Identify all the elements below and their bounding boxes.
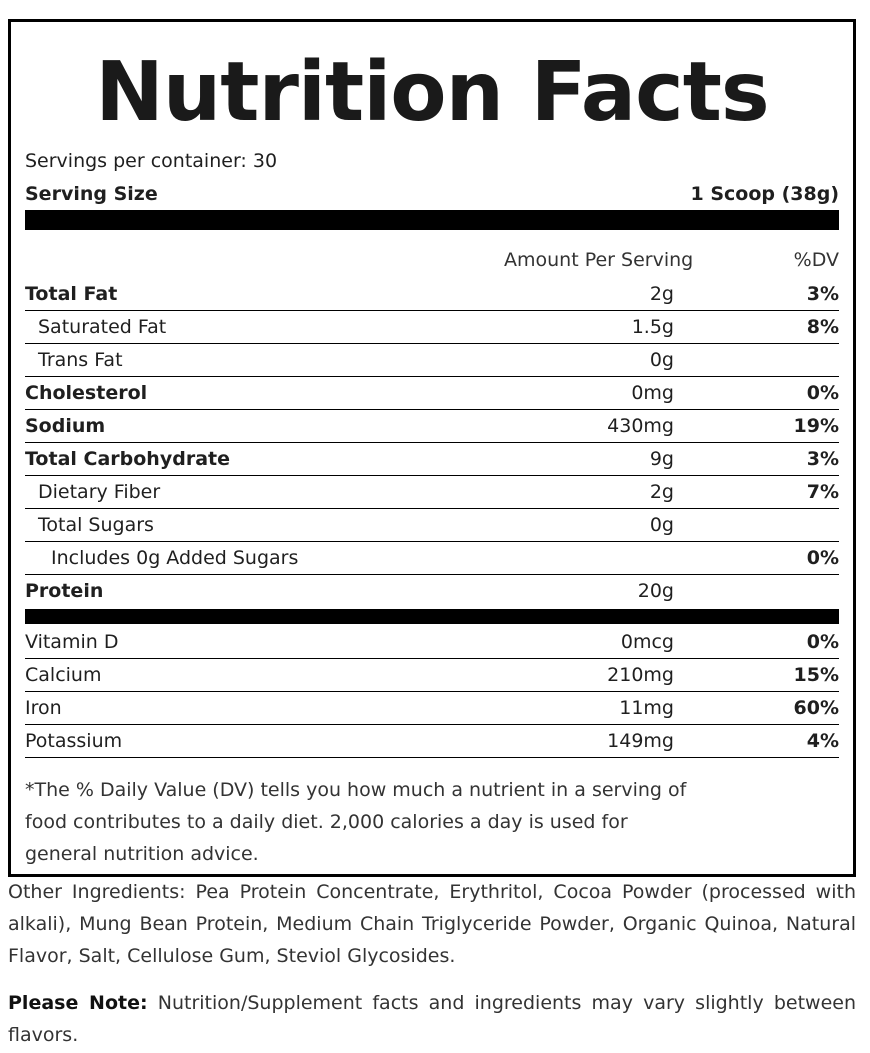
- nutrient-amount: 430mg: [607, 415, 674, 437]
- nutrient-name: Includes 0g Added Sugars: [51, 547, 299, 569]
- vitamin-dv: 15%: [793, 664, 839, 686]
- nutrient-amount: 0g: [649, 349, 674, 371]
- nutrient-name: Total Carbohydrate: [25, 448, 230, 470]
- nutrient-amount: 20g: [637, 580, 674, 602]
- vitamin-dv: 4%: [806, 730, 839, 752]
- nutrient-row: Cholesterol 0mg 0%: [25, 377, 839, 410]
- nutrient-amount: 2g: [649, 481, 674, 503]
- nutrition-facts-panel: Nutrition Facts Servings per container: …: [8, 19, 856, 877]
- nutrient-dv: 19%: [793, 415, 839, 437]
- daily-value-footnote: *The % Daily Value (DV) tells you how mu…: [25, 779, 687, 865]
- nutrient-dv: 7%: [806, 481, 839, 503]
- serving-size-label: Serving Size: [25, 183, 158, 205]
- nutrient-table: Total Fat 2g 3% Saturated Fat 1.5g 8% Tr…: [25, 278, 839, 607]
- nutrient-dv: 8%: [806, 316, 839, 338]
- nutrient-name: Cholesterol: [25, 382, 148, 404]
- nutrient-row: Dietary Fiber 2g 7%: [25, 476, 839, 509]
- nutrient-row: Saturated Fat 1.5g 8%: [25, 311, 839, 344]
- nutrient-name: Trans Fat: [38, 349, 123, 371]
- nutrient-name: Saturated Fat: [38, 316, 167, 338]
- nutrient-row: Trans Fat 0g: [25, 344, 839, 377]
- nutrient-name: Sodium: [25, 415, 106, 437]
- nutrient-row: Protein 20g: [25, 575, 839, 607]
- vitamin-row: Potassium 149mg 4%: [25, 725, 839, 758]
- nutrient-amount: 1.5g: [631, 316, 674, 338]
- nutrient-dv: 0%: [806, 382, 839, 404]
- nutrient-name: Dietary Fiber: [38, 481, 161, 503]
- amount-per-serving-header: Amount Per Serving: [504, 249, 694, 271]
- thick-divider-top: [25, 210, 839, 230]
- please-note: Please Note: Nutrition/Supplement facts …: [8, 987, 856, 1051]
- nutrient-name: Total Fat: [25, 283, 118, 305]
- vitamin-name: Calcium: [25, 664, 102, 686]
- nutrient-dv: 0%: [806, 547, 839, 569]
- vitamin-row: Vitamin D 0mcg 0%: [25, 626, 839, 659]
- vitamin-name: Iron: [25, 697, 62, 719]
- vitamin-row: Calcium 210mg 15%: [25, 659, 839, 692]
- nutrient-amount: 0mg: [631, 382, 674, 404]
- vitamin-amount: 149mg: [607, 730, 674, 752]
- please-note-label: Please Note:: [8, 992, 148, 1014]
- nutrient-row: Total Fat 2g 3%: [25, 278, 839, 311]
- other-ingredients: Other Ingredients: Pea Protein Concentra…: [8, 881, 856, 967]
- vitamin-name: Potassium: [25, 730, 123, 752]
- nutrient-name: Protein: [25, 580, 104, 602]
- thick-divider-middle: [25, 609, 839, 624]
- panel-title: Nutrition Facts: [95, 45, 769, 140]
- vitamin-row: Iron 11mg 60%: [25, 692, 839, 725]
- nutrient-amount: 0g: [649, 514, 674, 536]
- nutrient-dv: 3%: [806, 448, 839, 470]
- nutrient-amount: 9g: [649, 448, 674, 470]
- nutrient-name: Total Sugars: [38, 514, 154, 536]
- vitamin-amount: 210mg: [607, 664, 674, 686]
- serving-size-row: Serving Size 1 Scoop (38g): [25, 183, 839, 205]
- vitamin-dv: 60%: [793, 697, 839, 719]
- nutrient-row: Total Sugars 0g: [25, 509, 839, 542]
- vitamin-table: Vitamin D 0mcg 0% Calcium 210mg 15% Iron…: [25, 626, 839, 758]
- vitamin-amount: 11mg: [619, 697, 674, 719]
- please-note-text: Nutrition/Supplement facts and ingredien…: [8, 992, 857, 1046]
- vitamin-name: Vitamin D: [25, 631, 119, 653]
- vitamin-amount: 0mcg: [620, 631, 674, 653]
- servings-per-container: Servings per container: 30: [25, 150, 278, 172]
- nutrient-dv: 3%: [806, 283, 839, 305]
- nutrient-row: Sodium 430mg 19%: [25, 410, 839, 443]
- serving-size-value: 1 Scoop (38g): [690, 183, 839, 205]
- vitamin-dv: 0%: [806, 631, 839, 653]
- dv-header: %DV: [793, 249, 839, 271]
- nutrient-amount: 2g: [649, 283, 674, 305]
- nutrient-row: Includes 0g Added Sugars 0%: [25, 542, 839, 575]
- nutrient-row: Total Carbohydrate 9g 3%: [25, 443, 839, 476]
